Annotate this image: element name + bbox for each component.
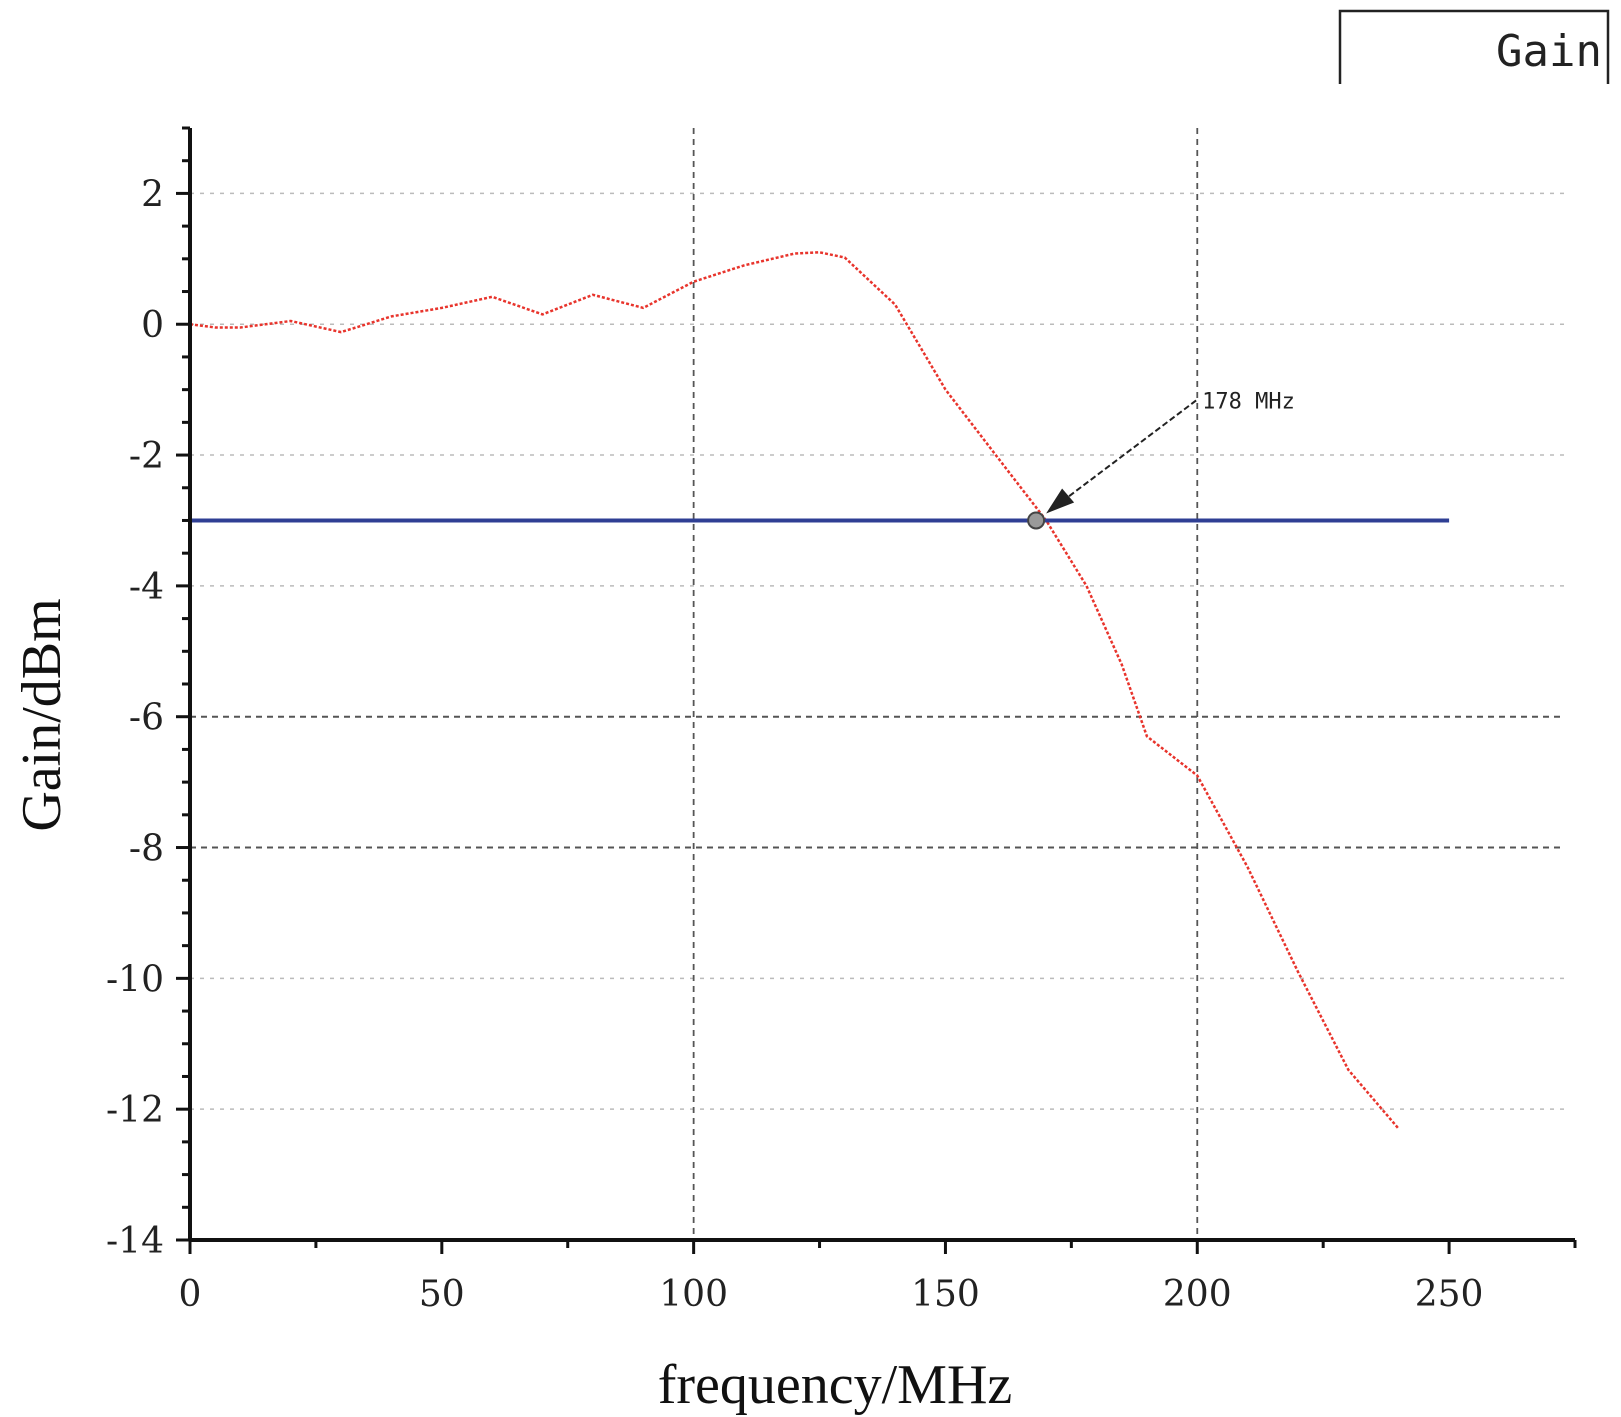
x-tick-label: 250	[1415, 1274, 1484, 1315]
y-tick-label: -10	[106, 959, 164, 1000]
y-tick-label: 0	[141, 305, 164, 346]
grid-lines	[190, 128, 1565, 1240]
y-tick-label: -8	[129, 829, 164, 870]
x-tick-label: 0	[179, 1274, 202, 1315]
tick-labels: 2 0 -2 -4 -6 -8 -10 -12 -14 0 50 100 150 200 250	[106, 174, 1483, 1315]
annotation: 178 MHz	[1027, 389, 1295, 530]
y-axis-title: Gain/dBm	[11, 598, 73, 831]
y-tick-label: 2	[141, 174, 164, 215]
tick-marks	[176, 126, 1577, 1254]
annotation-arrow-head	[1046, 488, 1075, 514]
gain-line-series	[189, 251, 1400, 1130]
crossing-point-marker	[1027, 511, 1046, 530]
annotation-arrow-line	[1049, 399, 1197, 512]
x-tick-label: 200	[1163, 1274, 1232, 1315]
y-tick-label: -6	[129, 698, 164, 739]
series-group	[189, 251, 1450, 1130]
legend: Gain	[1338, 9, 1610, 84]
y-tick-label: -12	[106, 1090, 164, 1131]
y-tick-label: -2	[129, 436, 164, 477]
legend-frame	[1338, 9, 1610, 84]
x-tick-label: 100	[659, 1274, 728, 1315]
y-tick-label: -4	[129, 567, 164, 608]
x-tick-label: 150	[911, 1274, 980, 1315]
legend-label: Gain	[1496, 26, 1602, 77]
annotation-label: 178 MHz	[1202, 389, 1295, 414]
axes	[188, 128, 1575, 1242]
x-axis-title: frequency/MHz	[658, 1354, 1013, 1416]
x-tick-label: 50	[419, 1274, 465, 1315]
y-tick-label: -14	[106, 1221, 164, 1262]
